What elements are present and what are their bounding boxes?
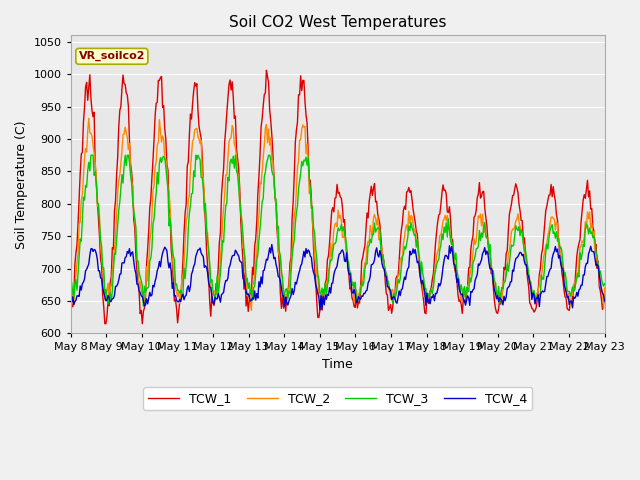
TCW_1 xyxy=(590,228,598,234)
TCW_1 xyxy=(507,206,515,212)
Line: TCW_3: TCW_3 xyxy=(70,155,605,306)
TCW_3 xyxy=(601,281,609,287)
TCW_2 xyxy=(601,285,609,291)
TCW_3 xyxy=(140,303,147,309)
TCW_2 xyxy=(358,282,365,288)
TCW_4 xyxy=(590,249,598,255)
TCW_1 xyxy=(387,301,394,307)
TCW_1 xyxy=(601,298,609,303)
TCW_4 xyxy=(358,293,365,299)
TCW_2 xyxy=(248,308,255,313)
TCW_1 xyxy=(326,240,333,246)
TCW_3 xyxy=(323,294,330,300)
TCW_4 xyxy=(268,241,276,247)
TCW_4 xyxy=(67,294,74,300)
TCW_2 xyxy=(507,239,515,244)
TCW_2 xyxy=(590,229,598,235)
Legend: TCW_1, TCW_2, TCW_3, TCW_4: TCW_1, TCW_2, TCW_3, TCW_4 xyxy=(143,387,532,410)
TCW_3 xyxy=(387,289,394,295)
TCW_2 xyxy=(323,281,330,287)
TCW_4 xyxy=(601,298,609,304)
TCW_3 xyxy=(358,278,365,284)
TCW_3 xyxy=(507,250,515,255)
Text: VR_soilco2: VR_soilco2 xyxy=(79,51,145,61)
TCW_2 xyxy=(387,296,394,301)
TCW_1 xyxy=(358,258,365,264)
TCW_4 xyxy=(326,285,333,290)
TCW_3 xyxy=(326,262,333,268)
TCW_2 xyxy=(85,116,93,121)
X-axis label: Time: Time xyxy=(322,358,353,371)
TCW_1 xyxy=(262,67,270,73)
TCW_1 xyxy=(323,276,330,282)
Line: TCW_2: TCW_2 xyxy=(70,119,605,311)
TCW_2 xyxy=(67,299,74,305)
TCW_4 xyxy=(387,288,394,294)
Y-axis label: Soil Temperature (C): Soil Temperature (C) xyxy=(15,120,28,249)
TCW_1 xyxy=(101,321,109,326)
TCW_4 xyxy=(507,279,515,285)
Title: Soil CO2 West Temperatures: Soil CO2 West Temperatures xyxy=(229,15,446,30)
TCW_4 xyxy=(323,296,330,302)
TCW_1 xyxy=(67,310,74,315)
TCW_3 xyxy=(590,233,598,239)
Line: TCW_4: TCW_4 xyxy=(70,244,605,310)
TCW_3 xyxy=(87,152,95,158)
TCW_3 xyxy=(67,291,74,297)
TCW_4 xyxy=(316,307,324,313)
Line: TCW_1: TCW_1 xyxy=(70,70,605,324)
TCW_2 xyxy=(326,265,333,271)
